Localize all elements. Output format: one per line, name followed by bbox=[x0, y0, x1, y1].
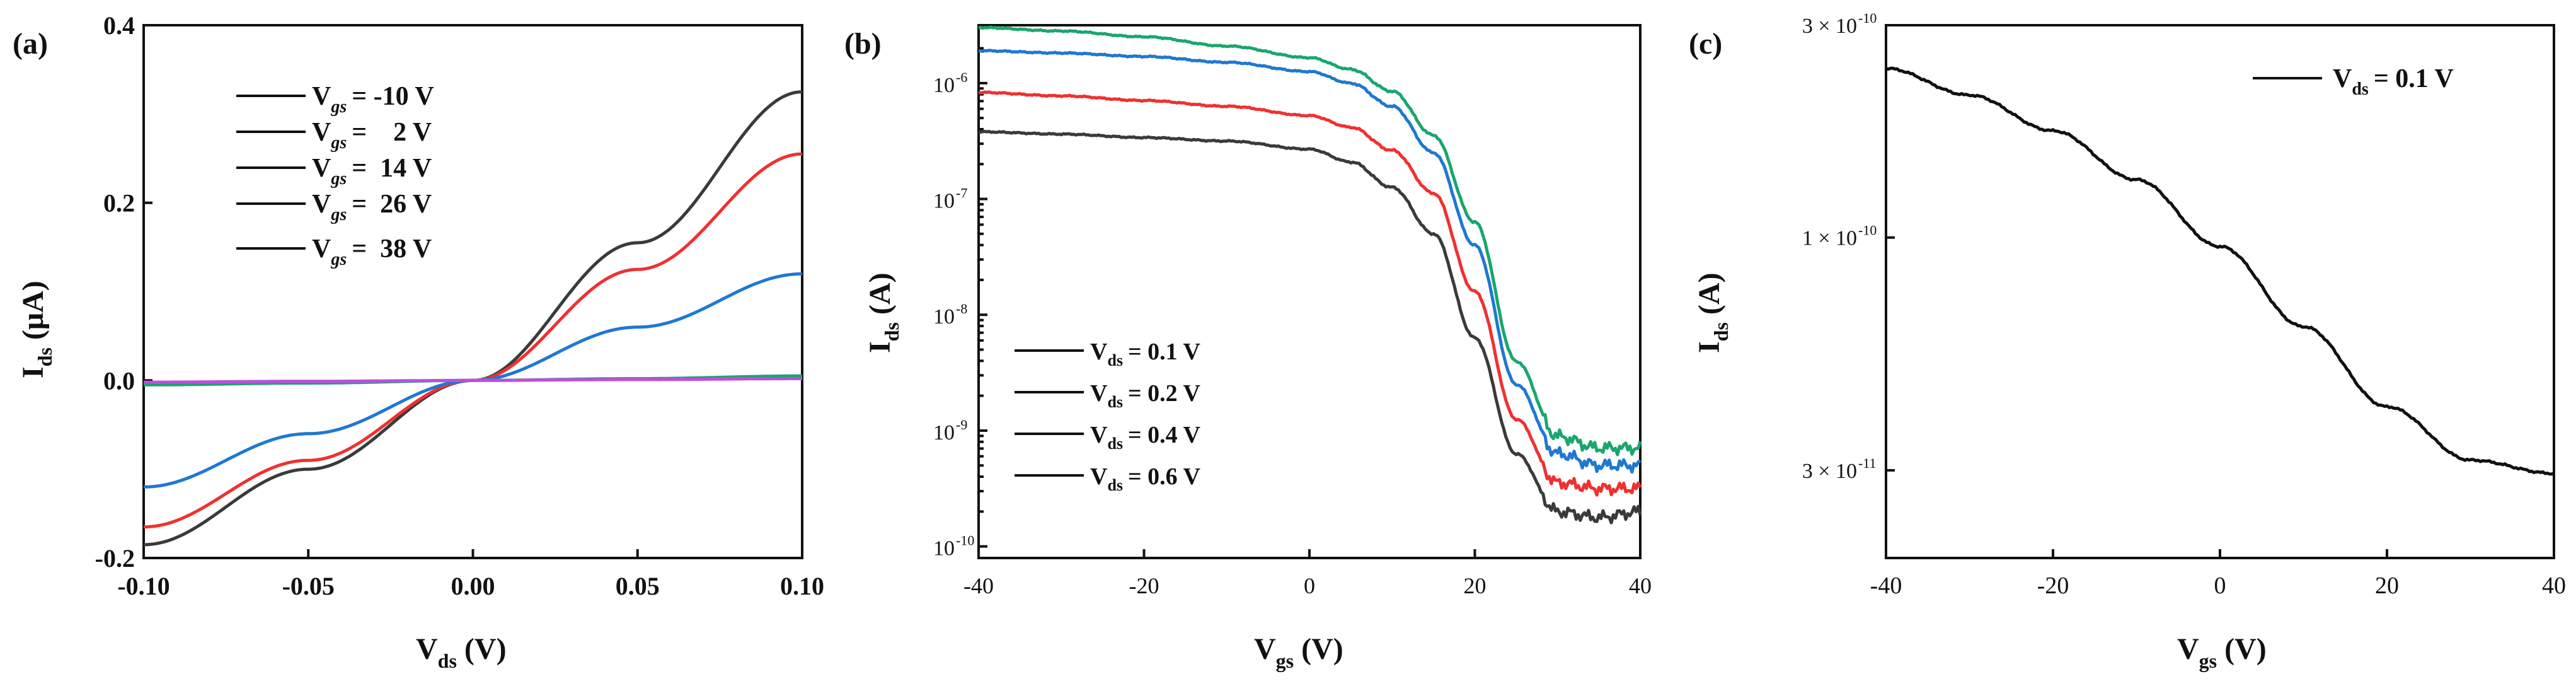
x-tick-label: -0.05 bbox=[282, 572, 335, 600]
x-tick-label: -40 bbox=[963, 573, 994, 598]
panel-c-legend: Vds = 0.1 V bbox=[2253, 64, 2454, 99]
legend-c-text-0: Vds = 0.1 V bbox=[2333, 64, 2454, 99]
y-tick-label: -0.2 bbox=[95, 544, 135, 573]
panel-b-xlabel: Vgs (V) bbox=[1254, 632, 1343, 672]
series-line-green bbox=[978, 25, 1642, 456]
y-tick-label: 0.4 bbox=[103, 11, 135, 40]
legend-a-text-1: Vgs = 2 V bbox=[312, 118, 432, 153]
panel-b-ylabel: Ids (A) bbox=[863, 272, 903, 353]
x-tick-label: 0.10 bbox=[780, 572, 824, 600]
y-tick-label: 0.2 bbox=[103, 189, 135, 218]
panel-a-series bbox=[143, 90, 803, 547]
x-tick-label: 20 bbox=[2375, 573, 2399, 599]
legend-b-text-2: Vds = 0.4 V bbox=[1090, 422, 1200, 453]
panel-a-label: (a) bbox=[13, 27, 48, 61]
x-tick-label: 0.05 bbox=[616, 572, 660, 600]
x-tick-label: 0 bbox=[1304, 573, 1315, 598]
panel-c-ylabel: Ids (A) bbox=[1693, 272, 1732, 353]
panel-a-ticks: -0.10 -0.05 0.00 0.05 0.10 -0.2 0.0 0.2 0.4 bbox=[95, 11, 824, 600]
x-tick-label: 20 bbox=[1464, 573, 1486, 598]
legend-b-text-1: Vds = 0.2 V bbox=[1090, 380, 1200, 411]
x-tick-label: 40 bbox=[1629, 573, 1652, 598]
y-tick-exponent: -10 bbox=[956, 533, 974, 549]
legend-a-text-4: Vgs = 38 V bbox=[312, 235, 432, 269]
y-tick-label: 1 × 10 bbox=[1802, 227, 1857, 250]
series-line-black bbox=[978, 129, 1642, 525]
y-tick-label: 0.0 bbox=[103, 366, 135, 395]
x-tick-label: -20 bbox=[1129, 573, 1159, 598]
panel-b-legend: Vds = 0.1 V Vds = 0.2 V Vds = 0.4 V Vds = 0.… bbox=[1015, 339, 1200, 494]
panel-a-frame bbox=[142, 24, 803, 559]
panel-b-frame bbox=[977, 24, 1642, 559]
y-tick-exponent: -11 bbox=[1858, 455, 1877, 471]
panel-a-xlabel: Vds (V) bbox=[416, 632, 507, 672]
series-line-purple bbox=[143, 377, 802, 384]
panel-b-series bbox=[978, 25, 1642, 525]
y-tick-label: 10 bbox=[933, 190, 955, 213]
legend-b-text-0: Vds = 0.1 V bbox=[1090, 339, 1200, 369]
x-tick-label: -0.10 bbox=[117, 572, 170, 600]
y-tick-label: 3 × 10 bbox=[1802, 460, 1857, 483]
x-tick-label: -20 bbox=[2037, 573, 2069, 599]
panel-c: (c) -40 -20 0 20 403 × 10 -101 × 10 -103 × 10-… bbox=[1689, 10, 2566, 672]
x-tick-label: 40 bbox=[2542, 573, 2566, 599]
legend-a-text-3: Vgs = 26 V bbox=[312, 190, 432, 224]
y-tick-exponent: -9 bbox=[956, 417, 967, 433]
panel-c-ticks: -40 -20 0 20 403 × 10 -101 × 10 -103 × 10 -11 bbox=[1802, 10, 2566, 599]
y-tick-label: 10 bbox=[933, 305, 955, 328]
x-tick-label: 0 bbox=[2214, 573, 2226, 599]
panel-c-frame bbox=[1885, 24, 2555, 559]
y-tick-exponent: -8 bbox=[956, 301, 967, 317]
y-tick-exponent: -6 bbox=[956, 69, 967, 85]
series-line-red bbox=[978, 90, 1642, 497]
y-tick-exponent: -7 bbox=[956, 185, 967, 201]
panel-c-series bbox=[1885, 66, 2555, 476]
panel-c-label: (c) bbox=[1689, 27, 1722, 61]
x-tick-label: -40 bbox=[1870, 573, 1902, 599]
y-tick-label: 10 bbox=[933, 421, 955, 445]
legend-a-text-0: Vgs = -10 V bbox=[312, 82, 434, 117]
x-tick-label: 0.00 bbox=[451, 572, 495, 600]
y-tick-exponent: -10 bbox=[1858, 10, 1877, 26]
y-tick-exponent: -10 bbox=[1858, 223, 1877, 238]
panel-b-label: (b) bbox=[844, 27, 882, 61]
y-tick-label: 10 bbox=[933, 74, 955, 97]
series-line-ink bbox=[1885, 66, 2555, 476]
series-line-red bbox=[143, 152, 803, 529]
series-line-black bbox=[143, 90, 803, 547]
legend-a-text-2: Vgs = 14 V bbox=[312, 154, 432, 189]
panel-a-ylabel: Ids (μA) bbox=[16, 281, 56, 378]
y-tick-label: 10 bbox=[933, 537, 955, 561]
panel-a: (a) -0.10 -0.05 0.00 0.05 0.10-0.20.00.20.4 … bbox=[13, 11, 824, 672]
y-tick-label: 3 × 10 bbox=[1802, 15, 1857, 38]
panel-a-legend: Vgs = -10 V Vgs = 2 V Vgs = 14 V Vgs = 26 V … bbox=[236, 82, 434, 269]
panel-c-xlabel: Vgs (V) bbox=[2177, 632, 2267, 672]
series-line-blue bbox=[979, 49, 1642, 474]
legend-b-text-3: Vds = 0.6 V bbox=[1090, 463, 1200, 494]
